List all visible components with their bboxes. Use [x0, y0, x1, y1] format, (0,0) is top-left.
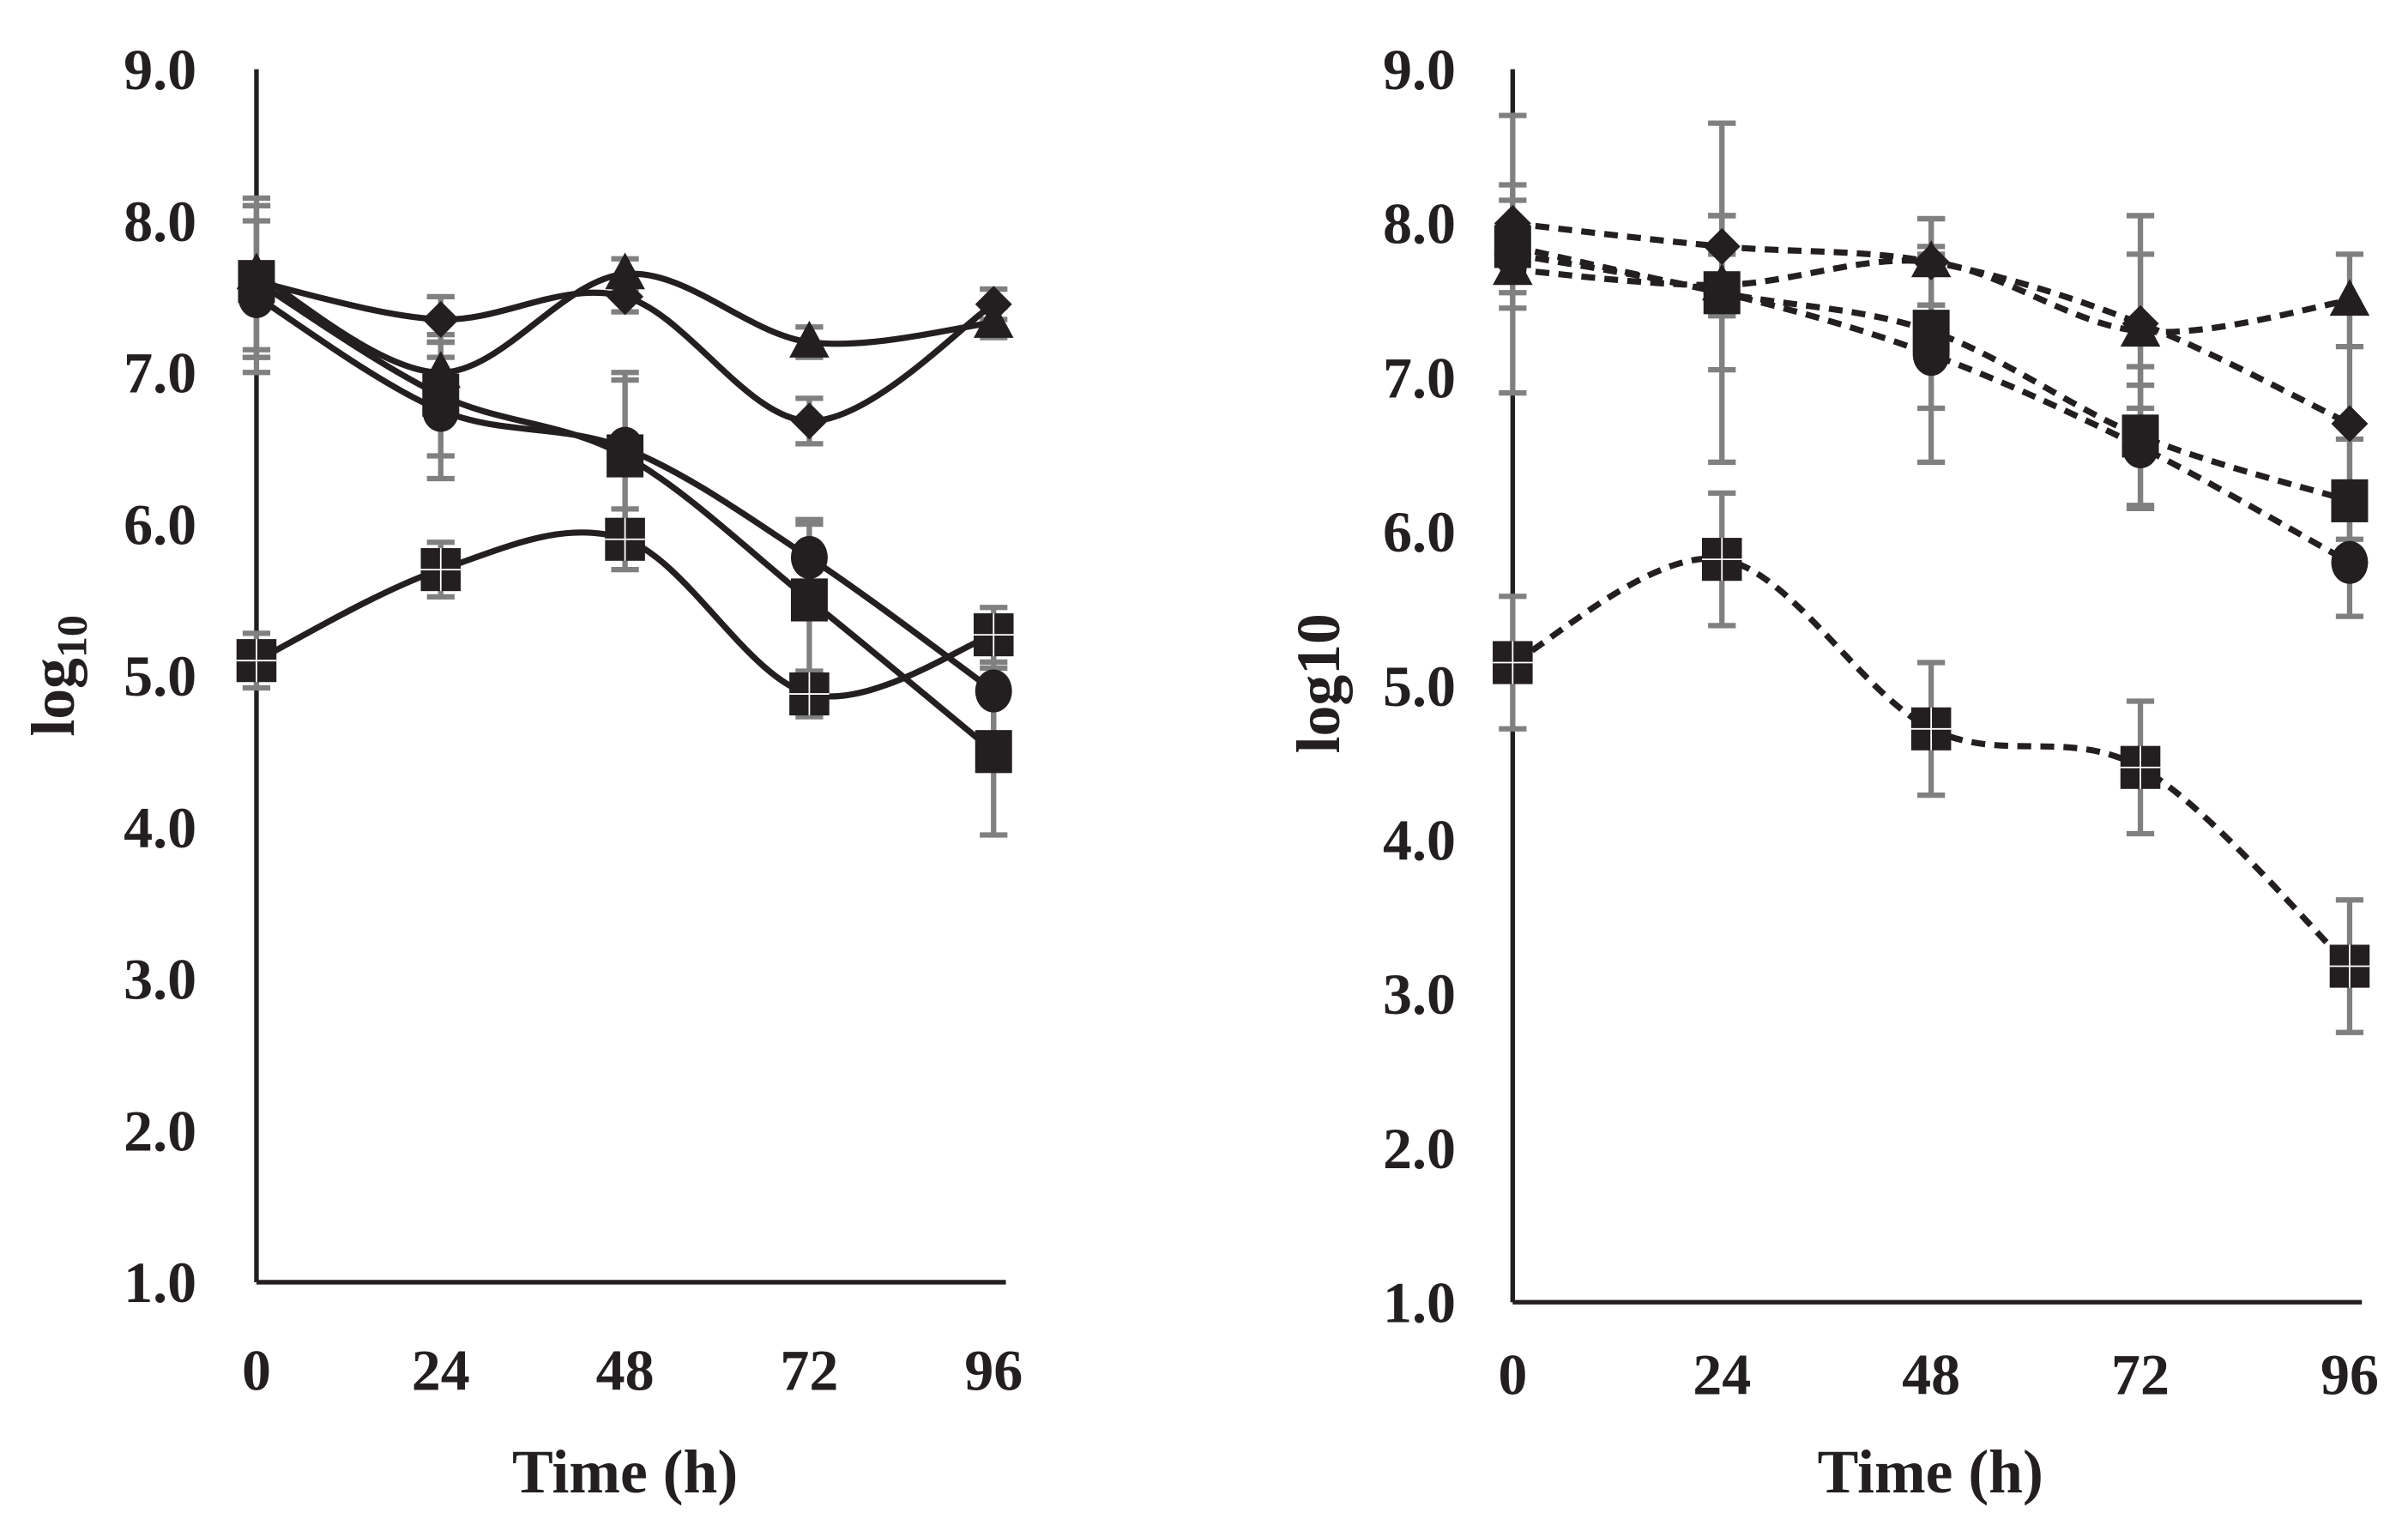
circle-marker	[1703, 271, 1741, 315]
triangle-marker	[2120, 310, 2161, 347]
square-marker	[238, 260, 275, 304]
y-tick-label: 2.0	[124, 1098, 196, 1163]
square-cross-marker	[973, 613, 1014, 657]
right-y-axis-label: log10	[1285, 613, 1353, 753]
left-panel: Time (h) log10 1.0 2.0 3.0 4.0 5.0 6.0 7.0 8.0 9…	[20, 37, 1023, 1506]
circle-marker	[2121, 425, 2159, 469]
left-y-axis-label-sub: 10	[47, 615, 95, 658]
square-cross-marker	[1493, 641, 1533, 684]
left-y-axis-label-main: log	[20, 658, 88, 737]
y-tick-label: 3.0	[1383, 961, 1456, 1027]
square-cross-marker	[605, 517, 645, 561]
square-cross-marker	[789, 672, 830, 716]
circle-marker	[2331, 540, 2369, 584]
right-panel: Time (h) log10 1.0 2.0 3.0 4.0 5.0 6.0 7.0 8.0 9…	[1285, 37, 2379, 1506]
y-tick-label: 3.0	[124, 947, 196, 1012]
y-tick-label: 6.0	[1383, 499, 1456, 564]
x-tick-label: 72	[2111, 1342, 2170, 1407]
x-tick-label: 24	[412, 1337, 470, 1402]
circle-marker	[1912, 333, 1950, 377]
y-tick-label: 7.0	[1383, 345, 1456, 410]
x-tick-label: 96	[964, 1337, 1023, 1402]
square-cross-marker	[2329, 944, 2370, 988]
y-tick-label: 4.0	[1383, 807, 1456, 872]
circle-marker	[790, 535, 828, 580]
triangle-marker	[789, 320, 830, 358]
y-tick-label: 2.0	[1383, 1116, 1456, 1181]
left-y-axis-label: log10	[20, 615, 95, 737]
square-marker	[790, 578, 828, 622]
triangle-marker	[1910, 240, 1952, 278]
y-tick-label: 9.0	[1383, 37, 1456, 102]
y-tick-label: 1.0	[124, 1250, 196, 1315]
y-tick-label: 5.0	[124, 643, 196, 708]
x-tick-label: 0	[1498, 1342, 1527, 1407]
y-tick-label: 4.0	[124, 795, 196, 860]
y-tick-label: 8.0	[1383, 191, 1456, 256]
circle-marker	[1494, 232, 1531, 276]
y-tick-label: 6.0	[124, 491, 196, 557]
x-tick-label: 48	[1902, 1342, 1960, 1407]
x-tick-label: 24	[1693, 1342, 1751, 1407]
square-marker	[607, 434, 644, 478]
diamond-marker	[790, 402, 828, 440]
right-x-axis-label: Time (h)	[1818, 1438, 2043, 1506]
x-tick-label: 72	[780, 1337, 838, 1402]
y-tick-label: 8.0	[124, 189, 196, 254]
square-marker	[975, 730, 1012, 774]
circle-marker	[975, 669, 1012, 713]
square-cross-marker	[236, 639, 277, 683]
diamond-marker	[422, 300, 460, 338]
x-tick-label: 0	[242, 1337, 271, 1402]
series-line-circle	[1512, 250, 2351, 565]
diamond-marker	[1703, 227, 1741, 265]
square-cross-marker	[420, 548, 462, 592]
triangle-marker	[973, 300, 1014, 338]
triangle-marker	[2329, 279, 2370, 316]
square-cross-marker	[1910, 707, 1952, 750]
square-marker	[422, 373, 460, 417]
left-x-axis-label: Time (h)	[512, 1438, 738, 1506]
y-tick-label: 1.0	[1383, 1270, 1456, 1335]
square-cross-marker	[2120, 745, 2161, 789]
y-tick-label: 9.0	[124, 37, 196, 102]
square-marker	[2331, 479, 2369, 522]
x-tick-label: 48	[596, 1337, 655, 1402]
y-tick-label: 5.0	[1383, 654, 1456, 719]
triangle-marker	[605, 252, 645, 290]
x-tick-label: 96	[2320, 1342, 2379, 1407]
y-tick-label: 7.0	[124, 341, 196, 406]
square-cross-marker	[1701, 538, 1742, 582]
